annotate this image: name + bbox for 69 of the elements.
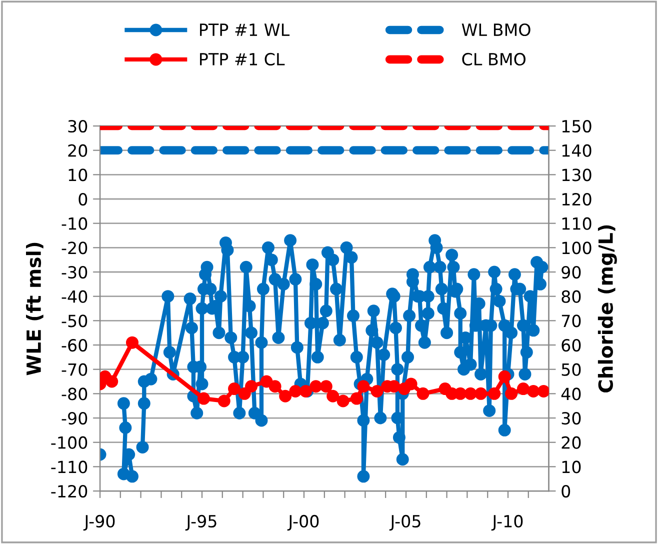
x-tick-label: J-10 bbox=[491, 514, 523, 531]
point bbox=[228, 382, 241, 396]
x-tick-label: J-95 bbox=[185, 514, 216, 531]
point bbox=[245, 380, 258, 393]
point bbox=[126, 336, 138, 349]
y2-tick-label: 130 bbox=[562, 168, 592, 182]
y2-tick-label: 10 bbox=[562, 460, 581, 474]
y-tick-label: -120 bbox=[51, 484, 88, 498]
y-tick-label: -10 bbox=[62, 217, 88, 230]
point bbox=[279, 390, 292, 402]
point bbox=[488, 387, 501, 400]
y-tick-label: 10 bbox=[68, 168, 88, 182]
y2-tick-label: 110 bbox=[562, 217, 592, 230]
y2-tick-label: 140 bbox=[562, 144, 592, 157]
x-tick-label: J-90 bbox=[83, 514, 115, 531]
y-axis-title: WLE (ft msl) bbox=[26, 242, 44, 376]
legend-label: WL BMO bbox=[462, 23, 530, 36]
point bbox=[289, 384, 302, 398]
y2-tick-label: 150 bbox=[562, 120, 592, 133]
y2-axis-title: Chloride (mg/L) bbox=[598, 225, 617, 392]
y-tick-label: -80 bbox=[62, 388, 88, 400]
point bbox=[464, 387, 477, 400]
y2-tick-label: 0 bbox=[562, 484, 570, 498]
y-tick-label: -90 bbox=[62, 412, 88, 425]
legend-label: CL BMO bbox=[462, 52, 526, 66]
point bbox=[474, 387, 488, 400]
point bbox=[310, 380, 322, 393]
y2-tick-label: 100 bbox=[562, 242, 592, 254]
y-tick-label: -60 bbox=[62, 338, 88, 352]
point bbox=[106, 375, 118, 388]
point bbox=[537, 384, 549, 398]
y-tick-label: -40 bbox=[62, 290, 88, 303]
y-tick-label: -70 bbox=[62, 363, 88, 376]
y2-tick-label: 80 bbox=[562, 290, 581, 303]
point bbox=[357, 380, 370, 393]
y2-tick-label: 60 bbox=[562, 338, 581, 352]
y-tick-label: -20 bbox=[62, 242, 88, 254]
x-tick-label: J-05 bbox=[389, 514, 420, 531]
point bbox=[527, 384, 540, 398]
point bbox=[498, 370, 511, 383]
y-tick-label: 20 bbox=[68, 144, 88, 157]
y-tick-label: 30 bbox=[68, 120, 88, 133]
y-tick-label: -50 bbox=[62, 314, 88, 328]
legend-label: PTP #1 CL bbox=[200, 52, 285, 66]
point bbox=[404, 378, 418, 390]
point bbox=[320, 380, 332, 393]
y2-tick-label: 30 bbox=[562, 412, 581, 425]
point bbox=[336, 394, 350, 408]
y2-tick-label: 20 bbox=[562, 436, 581, 449]
point bbox=[505, 387, 518, 400]
legend-label: PTP #1 WL bbox=[200, 24, 290, 36]
y2-tick-label: 90 bbox=[562, 266, 581, 279]
point bbox=[350, 392, 363, 405]
point bbox=[268, 380, 282, 393]
y2-tick-label: 70 bbox=[562, 314, 581, 328]
y-tick-label: -110 bbox=[51, 460, 88, 474]
x-tick-label: J-00 bbox=[287, 514, 319, 531]
point bbox=[197, 392, 210, 405]
y2-tick-label: 120 bbox=[562, 192, 592, 206]
y2-tick-label: 40 bbox=[561, 388, 581, 400]
point bbox=[416, 387, 430, 400]
point bbox=[517, 382, 530, 396]
point bbox=[218, 394, 230, 408]
y2-tick-label: 50 bbox=[562, 363, 581, 376]
y-tick-label: 0 bbox=[78, 192, 88, 206]
point bbox=[370, 384, 384, 398]
y-tick-label: -30 bbox=[62, 266, 88, 279]
y-tick-label: -100 bbox=[51, 436, 88, 449]
point bbox=[326, 390, 340, 402]
